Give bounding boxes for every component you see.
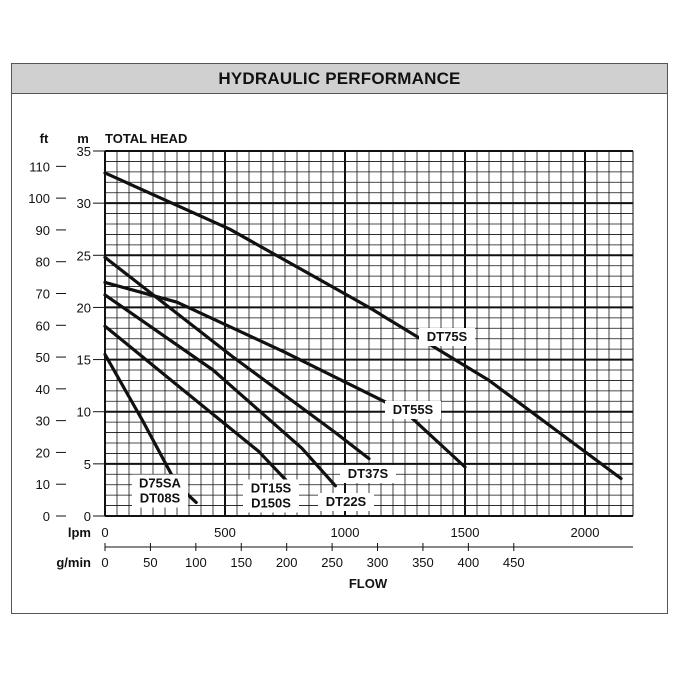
series-label-dt75s: DT75S: [427, 329, 468, 344]
y-axis-title: TOTAL HEAD: [105, 131, 187, 146]
x-unit-gpm-label: g/min: [56, 555, 91, 570]
series-line-dt55s: [103, 280, 467, 469]
series-label-bg-dt37s: [340, 465, 396, 483]
x-tick-label-lpm: 500: [214, 525, 236, 540]
series-line-dt75s: [103, 171, 623, 481]
series-line-dt22s: [103, 293, 337, 488]
x-tick-label-lpm: 1000: [331, 525, 360, 540]
y-tick-label-ft: 60: [36, 318, 50, 333]
x-tick-label-gpm: 100: [185, 555, 207, 570]
y-tick-label-ft: 80: [36, 255, 50, 270]
x-tick-label-gpm: 200: [276, 555, 298, 570]
y-unit-ft-label: ft: [40, 131, 49, 146]
y-tick-label-m: 30: [77, 196, 91, 211]
series-label-dt08s: DT08S: [140, 491, 181, 506]
series-label-dt15s: DT15S: [251, 481, 292, 496]
x-tick-label-gpm: 150: [230, 555, 252, 570]
series-label-dt55s: DT55S: [393, 402, 434, 417]
x-tick-label-lpm: 0: [101, 525, 108, 540]
y-tick-label-ft: 90: [36, 223, 50, 238]
y-tick-label-ft: 20: [36, 445, 50, 460]
series: [103, 171, 623, 504]
x-tick-label-gpm: 400: [458, 555, 480, 570]
y-tick-label-m: 15: [77, 353, 91, 368]
y-tick-label-m: 20: [77, 300, 91, 315]
series-label-bg-dt55s: [385, 401, 441, 419]
y-unit-m-label: m: [77, 131, 89, 146]
series-line-dt15s: [103, 324, 289, 484]
y-tick-label-m: 10: [77, 405, 91, 420]
x-tick-label-gpm: 300: [367, 555, 389, 570]
y-tick-label-m: 5: [84, 457, 91, 472]
y-tick-label-m: 35: [77, 144, 91, 159]
y-tick-label-m: 25: [77, 248, 91, 263]
x-axis-title: FLOW: [349, 576, 388, 591]
series-label-d75sa: D75SA: [139, 476, 182, 491]
x-tick-label-gpm: 350: [412, 555, 434, 570]
y-tick-label-ft: 100: [28, 191, 50, 206]
x-tick-label-gpm: 50: [143, 555, 157, 570]
x-tick-label-gpm: 450: [503, 555, 525, 570]
chart-title: HYDRAULIC PERFORMANCE: [218, 68, 461, 88]
axes: 0510152025303501020304050607080901001100…: [28, 144, 633, 570]
x-tick-label-gpm: 0: [101, 555, 108, 570]
title-bar: HYDRAULIC PERFORMANCE: [12, 64, 667, 94]
series-label-bg-dt75s: [419, 328, 475, 346]
series-label-d150s: D150S: [251, 496, 291, 511]
y-tick-label-ft: 0: [43, 509, 50, 524]
y-tick-label-ft: 10: [36, 477, 50, 492]
grid: [104, 150, 634, 517]
series-label-bg-dt22s: [318, 493, 374, 511]
y-tick-label-ft: 40: [36, 382, 50, 397]
x-unit-lpm-label: lpm: [68, 525, 91, 540]
y-tick-label-ft: 50: [36, 350, 50, 365]
x-tick-label-lpm: 1500: [451, 525, 480, 540]
y-tick-label-ft: 110: [29, 159, 50, 174]
y-tick-label-ft: 70: [36, 286, 50, 301]
y-tick-label-m: 0: [84, 509, 91, 524]
series-label-bg-d75sa: [132, 474, 188, 508]
series-label-dt22s: DT22S: [326, 494, 367, 509]
x-tick-label-gpm: 250: [321, 555, 343, 570]
x-tick-label-lpm: 2000: [571, 525, 600, 540]
y-tick-label-ft: 30: [36, 414, 50, 429]
series-line-dt37s: [103, 255, 371, 461]
series-label-bg-dt15s: [243, 479, 299, 513]
series-label-dt37s: DT37S: [348, 466, 389, 481]
